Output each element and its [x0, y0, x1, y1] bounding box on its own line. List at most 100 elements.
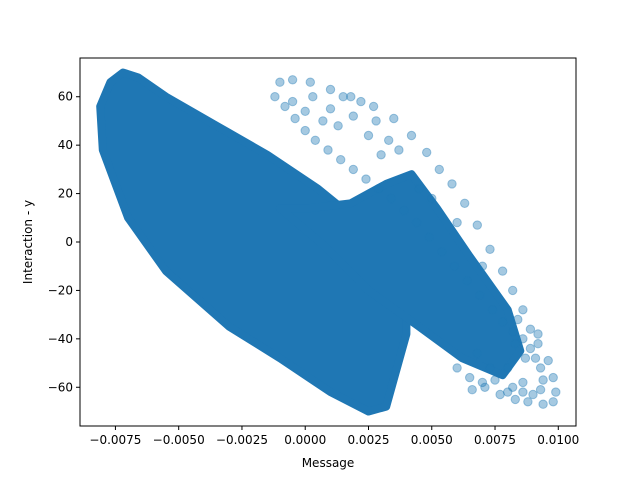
- data-point: [356, 96, 366, 107]
- data-point: [386, 193, 396, 204]
- data-point: [399, 205, 409, 216]
- data-point: [424, 232, 434, 242]
- data-point: [373, 184, 384, 194]
- data-point: [495, 389, 505, 400]
- data-point: [538, 399, 548, 409]
- data-point: [437, 247, 447, 257]
- y-axis-label: Interaction - y: [21, 200, 35, 284]
- x-axis-label: Message: [302, 456, 355, 470]
- x-tick-label: −0.0050: [153, 433, 205, 447]
- data-point: [475, 290, 485, 300]
- data-point: [348, 111, 358, 121]
- data-point: [414, 184, 424, 194]
- data-point: [290, 113, 300, 124]
- y-axis: −60 −40 −20 0 20 40 60: [48, 90, 80, 394]
- data-point: [333, 121, 343, 131]
- data-point: [477, 261, 488, 271]
- data-point: [467, 385, 477, 395]
- data-point: [520, 353, 531, 363]
- data-point: [389, 113, 399, 124]
- data-point: [368, 101, 379, 112]
- data-point: [543, 355, 553, 366]
- data-point: [310, 135, 320, 146]
- data-point: [518, 387, 528, 397]
- x-tick-label: −0.0025: [216, 433, 268, 447]
- x-axis: −0.0075 −0.0050 −0.0025 0.0000 0.0025 0.0050 0…: [89, 426, 579, 447]
- data-point: [411, 217, 422, 228]
- x-tick-label: 0.0075: [474, 433, 516, 447]
- data-point: [497, 266, 508, 276]
- data-point: [462, 276, 472, 286]
- data-point: [336, 155, 346, 165]
- data-point: [460, 198, 470, 209]
- data-point: [497, 317, 508, 327]
- y-tick-label: 60: [58, 90, 73, 104]
- data-point: [530, 353, 541, 363]
- data-point: [548, 372, 558, 383]
- data-point: [280, 101, 290, 112]
- data-point: [376, 150, 386, 160]
- data-point: [487, 305, 498, 315]
- data-point: [533, 339, 543, 349]
- data-point: [338, 92, 348, 102]
- y-tick-label: −40: [48, 332, 73, 346]
- data-point: [548, 397, 558, 407]
- x-tick-label: 0.0000: [284, 433, 326, 447]
- data-point: [323, 145, 333, 155]
- data-point: [535, 363, 546, 373]
- data-point: [348, 164, 358, 175]
- x-tick-label: −0.0075: [89, 433, 141, 447]
- data-point: [406, 130, 417, 141]
- x-tick-label: 0.0025: [347, 433, 389, 447]
- data-point: [472, 220, 482, 230]
- data-point: [510, 339, 520, 349]
- data-point: [518, 334, 528, 344]
- data-point: [477, 377, 488, 388]
- data-point: [346, 92, 356, 102]
- dense-point-band-right: [275, 170, 525, 380]
- data-point: [525, 324, 536, 334]
- data-point: [503, 363, 513, 373]
- data-point: [447, 179, 457, 189]
- data-point: [523, 397, 533, 407]
- data-point: [287, 75, 298, 85]
- data-point: [363, 130, 374, 141]
- x-tick-label: 0.0100: [537, 433, 579, 447]
- data-point: [300, 125, 310, 136]
- data-point: [533, 329, 543, 339]
- data-point: [465, 372, 475, 383]
- data-point: [325, 104, 336, 114]
- data-point: [422, 147, 432, 158]
- data-point: [518, 377, 528, 388]
- data-point: [275, 77, 285, 87]
- data-point: [371, 116, 381, 126]
- data-point: [480, 382, 490, 392]
- data-point: [503, 387, 513, 397]
- data-point: [300, 106, 310, 117]
- data-point: [452, 363, 462, 373]
- data-point: [528, 389, 538, 400]
- data-point: [513, 314, 523, 325]
- data-point: [361, 174, 371, 184]
- data-point: [449, 261, 460, 271]
- data-point: [270, 92, 280, 102]
- data-point: [518, 305, 528, 315]
- y-tick-label: −20: [48, 283, 73, 297]
- data-point: [452, 217, 462, 228]
- data-point: [325, 84, 336, 95]
- data-point: [427, 193, 437, 204]
- data-point: [508, 326, 518, 337]
- data-point: [384, 135, 394, 146]
- data-point: [472, 348, 482, 359]
- y-tick-label: 40: [58, 138, 73, 152]
- data-point: [538, 375, 548, 385]
- data-point: [535, 385, 546, 395]
- data-point: [508, 285, 518, 296]
- data-point: [551, 387, 561, 397]
- data-point: [308, 92, 318, 102]
- data-point: [434, 164, 444, 175]
- data-point: [508, 382, 518, 392]
- data-point: [394, 145, 404, 155]
- y-tick-label: −60: [48, 380, 73, 394]
